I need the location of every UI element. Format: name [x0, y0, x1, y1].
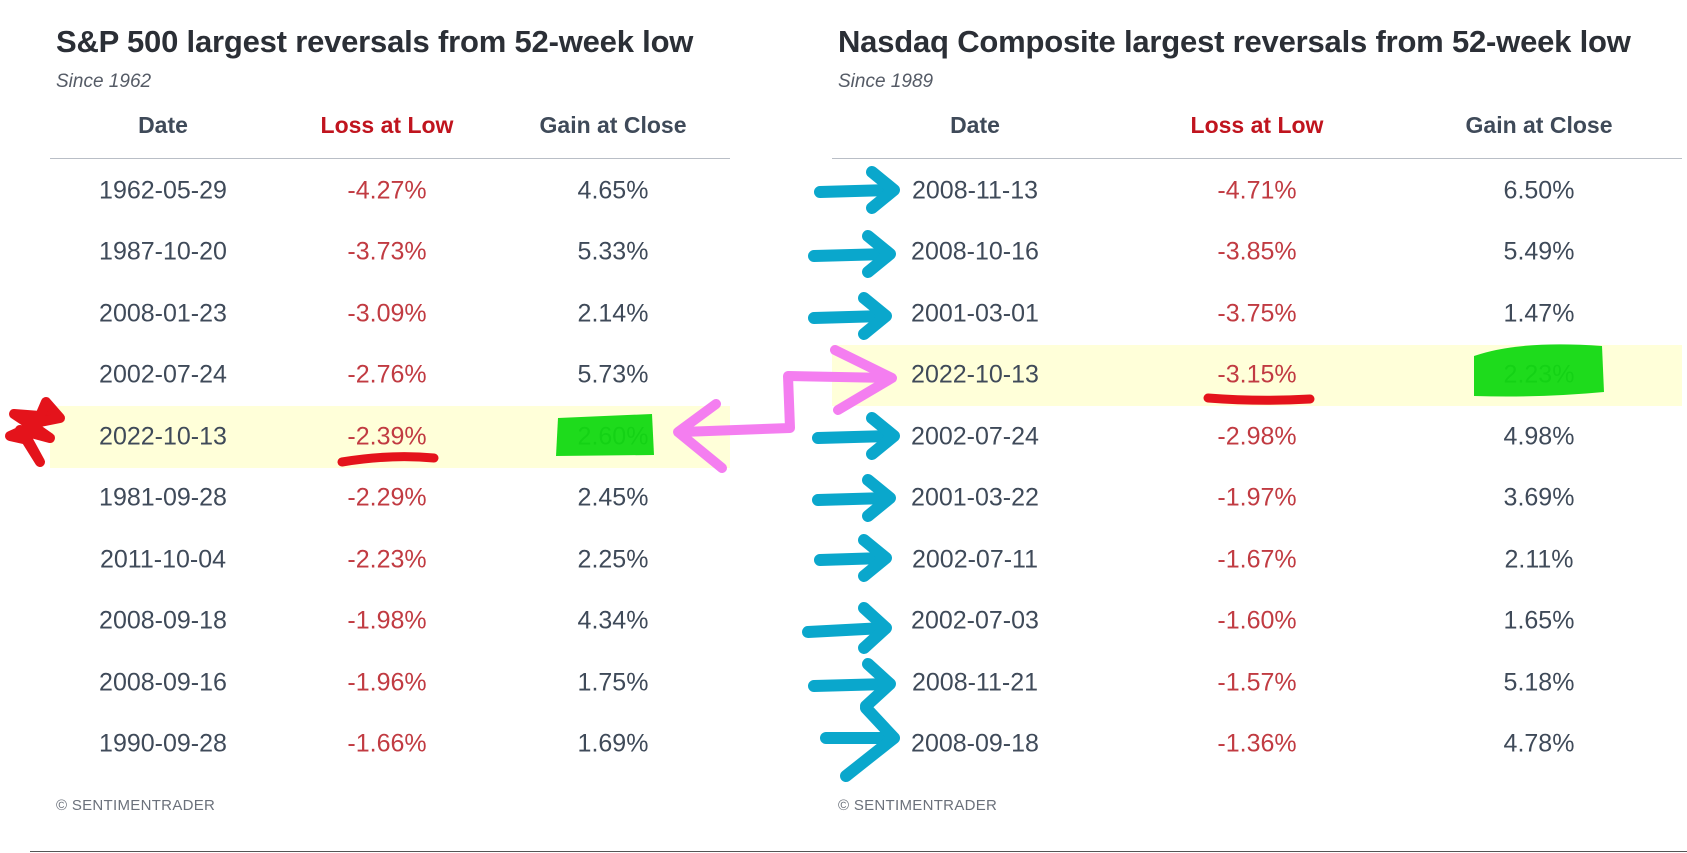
gain-at-close-cell: 5.18%	[1503, 668, 1575, 697]
gain-at-close-cell: 2.23%	[1503, 360, 1575, 389]
date-cell: 2001-03-22	[911, 483, 1039, 512]
sp500-table-header: Date Loss at Low Gain at Close	[50, 112, 730, 159]
table-row: 2001-03-22 -1.97% 3.69%	[832, 468, 1682, 530]
gain-at-close-cell: 2.14%	[577, 299, 649, 328]
gain-at-close-cell: 5.73%	[577, 360, 649, 389]
sp500-table-subtitle: Since 1962	[56, 71, 152, 92]
gain-at-close-cell: 4.78%	[1503, 729, 1575, 758]
date-cell: 1990-09-28	[99, 729, 227, 758]
loss-at-low-cell: -3.85%	[1217, 237, 1297, 266]
column-header-date: Date	[950, 112, 1000, 138]
gain-at-close-cell: 6.50%	[1503, 176, 1575, 205]
loss-at-low-cell: -1.97%	[1217, 483, 1297, 512]
column-header-loss-at-low: Loss at Low	[320, 112, 454, 138]
table-row: 2008-11-21 -1.57% 5.18%	[832, 652, 1682, 714]
table-row: 2002-07-24 -2.98% 4.98%	[832, 406, 1682, 468]
table-row: 2008-10-16 -3.85% 5.49%	[832, 222, 1682, 284]
date-cell: 2011-10-04	[99, 545, 227, 574]
table-row: 2022-10-13 -3.15% 2.23%	[832, 344, 1682, 406]
loss-at-low-cell: -1.60%	[1217, 606, 1297, 635]
nasdaq-table-title: Nasdaq Composite largest reversals from …	[838, 24, 1631, 59]
loss-at-low-cell: -4.71%	[1217, 176, 1297, 205]
gain-at-close-cell: 5.33%	[577, 237, 649, 266]
loss-at-low-cell: -3.73%	[347, 237, 427, 266]
table-row: 1987-10-20 -3.73% 5.33%	[50, 222, 730, 284]
loss-at-low-cell: -1.98%	[347, 606, 427, 635]
loss-at-low-cell: -2.98%	[1217, 422, 1297, 451]
date-cell: 2022-10-13	[911, 360, 1039, 389]
gain-at-close-cell: 2.11%	[1504, 545, 1574, 574]
column-header-loss-at-low: Loss at Low	[1190, 112, 1324, 138]
loss-at-low-cell: -2.76%	[347, 360, 427, 389]
date-cell: 2002-07-11	[911, 545, 1039, 574]
table-row: 2008-09-16 -1.96% 1.75%	[50, 652, 730, 714]
loss-at-low-cell: -4.27%	[347, 176, 427, 205]
table-row: 2008-09-18 -1.36% 4.78%	[832, 714, 1682, 776]
gain-at-close-cell: 4.98%	[1503, 422, 1575, 451]
date-cell: 2002-07-03	[911, 606, 1039, 635]
loss-at-low-cell: -1.57%	[1217, 668, 1297, 697]
gain-at-close-cell: 4.34%	[577, 606, 649, 635]
column-header-date: Date	[138, 112, 188, 138]
date-cell: 1987-10-20	[99, 237, 227, 266]
date-cell: 2008-11-13	[911, 176, 1039, 205]
gain-at-close-cell: 5.49%	[1503, 237, 1575, 266]
loss-at-low-cell: -3.09%	[347, 299, 427, 328]
loss-at-low-cell: -1.36%	[1217, 729, 1297, 758]
sp500-table-title: S&P 500 largest reversals from 52-week l…	[56, 24, 694, 59]
loss-at-low-cell: -3.75%	[1217, 299, 1297, 328]
date-cell: 2008-09-18	[911, 729, 1039, 758]
date-cell: 2022-10-13	[99, 422, 227, 451]
table-row: 2008-01-23 -3.09% 2.14%	[50, 283, 730, 345]
loss-at-low-cell: -2.29%	[347, 483, 427, 512]
table-row: 2011-10-04 -2.23% 2.25%	[50, 529, 730, 591]
gain-at-close-cell: 1.65%	[1503, 606, 1575, 635]
table-row: 1981-09-28 -2.29% 2.45%	[50, 468, 730, 530]
date-cell: 2001-03-01	[911, 299, 1039, 328]
date-cell: 2002-07-24	[99, 360, 227, 389]
table-row: 1962-05-29 -4.27% 4.65%	[50, 160, 730, 222]
date-cell: 2008-09-18	[99, 606, 227, 635]
loss-at-low-cell: -3.15%	[1217, 360, 1297, 389]
loss-at-low-cell: -2.23%	[347, 545, 427, 574]
table-row: 2008-11-13 -4.71% 6.50%	[832, 160, 1682, 222]
loss-at-low-cell: -1.66%	[347, 729, 427, 758]
nasdaq-table-header: Date Loss at Low Gain at Close	[832, 112, 1682, 159]
nasdaq-table-subtitle: Since 1989	[838, 71, 934, 92]
table-row: 2008-09-18 -1.98% 4.34%	[50, 591, 730, 653]
column-header-gain-at-close: Gain at Close	[1465, 112, 1613, 138]
loss-at-low-cell: -1.96%	[347, 668, 427, 697]
sp500-source-credit: © SENTIMENTRADER	[56, 797, 216, 814]
table-row: 2022-10-13 -2.39% 2.60%	[50, 406, 730, 468]
date-cell: 2008-10-16	[911, 237, 1039, 266]
table-row: 2002-07-03 -1.60% 1.65%	[832, 591, 1682, 653]
gain-at-close-cell: 1.75%	[577, 668, 649, 697]
date-cell: 2008-01-23	[99, 299, 227, 328]
gain-at-close-cell: 2.45%	[577, 483, 649, 512]
gain-at-close-cell: 1.47%	[1503, 299, 1575, 328]
loss-at-low-cell: -2.39%	[347, 422, 427, 451]
nasdaq-source-credit: © SENTIMENTRADER	[838, 797, 998, 814]
gain-at-close-cell: 4.65%	[577, 176, 649, 205]
date-cell: 2002-07-24	[911, 422, 1039, 451]
gain-at-close-cell: 2.25%	[577, 545, 649, 574]
column-header-gain-at-close: Gain at Close	[539, 112, 687, 138]
date-cell: 1962-05-29	[99, 176, 227, 205]
gain-at-close-cell: 1.69%	[577, 729, 649, 758]
date-cell: 2008-11-21	[911, 668, 1039, 697]
date-cell: 2008-09-16	[99, 668, 227, 697]
bottom-divider	[30, 851, 1687, 852]
gain-at-close-cell: 3.69%	[1503, 483, 1575, 512]
table-row: 2001-03-01 -3.75% 1.47%	[832, 283, 1682, 345]
date-cell: 1981-09-28	[99, 483, 227, 512]
table-row: 1990-09-28 -1.66% 1.69%	[50, 714, 730, 776]
loss-at-low-cell: -1.67%	[1217, 545, 1297, 574]
gain-at-close-cell: 2.60%	[577, 422, 649, 451]
table-row: 2002-07-11 -1.67% 2.11%	[832, 529, 1682, 591]
table-row: 2002-07-24 -2.76% 5.73%	[50, 345, 730, 407]
